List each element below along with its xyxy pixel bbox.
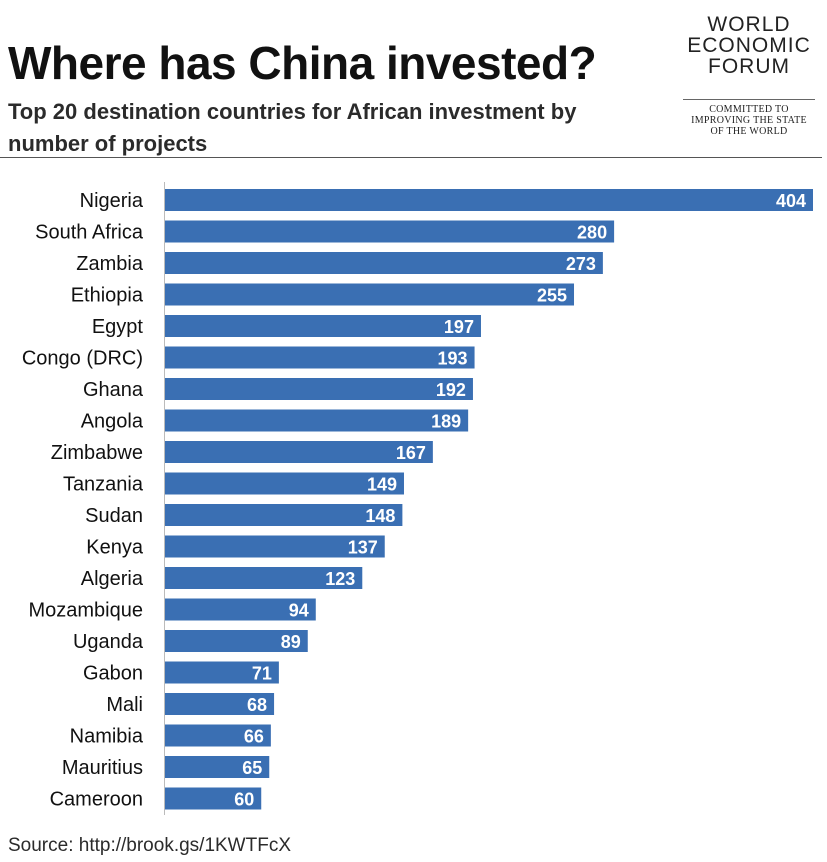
source-note: Source: http://brook.gs/1KWTFcX — [8, 835, 291, 856]
bar-value-label: 137 — [348, 538, 378, 558]
logo-line-2: ECONOMIC — [687, 34, 811, 57]
bar — [165, 252, 603, 274]
page-title: Where has China invested? — [8, 37, 597, 89]
category-label: Zambia — [76, 253, 144, 275]
category-label: Gabon — [83, 663, 143, 685]
bar-value-label: 192 — [436, 380, 466, 400]
bar-value-label: 148 — [365, 506, 395, 526]
category-label: Egypt — [92, 316, 144, 338]
logo-tagline: COMMITTED TO IMPROVING THE STATE OF THE … — [680, 104, 818, 137]
bar — [165, 567, 363, 589]
bar — [165, 787, 262, 810]
bar-value-label: 89 — [281, 632, 301, 652]
bar-value-label: 167 — [396, 443, 426, 463]
category-label: Tanzania — [63, 474, 144, 496]
category-label: Sudan — [85, 505, 143, 527]
bar-value-label: 149 — [367, 475, 397, 495]
logo-line-1: WORLD — [707, 13, 791, 36]
category-label: Zimbabwe — [51, 442, 143, 464]
category-label: Mozambique — [28, 600, 143, 622]
bar-value-label: 60 — [234, 790, 254, 810]
category-label: Congo (DRC) — [22, 348, 143, 370]
category-label: Ghana — [83, 379, 144, 401]
category-label: Mali — [106, 694, 143, 716]
bar-chart: Nigeria 404 South Africa 280 Zambia 273 Ethiop… — [22, 182, 813, 815]
category-label: Namibia — [70, 726, 144, 748]
bar — [165, 756, 270, 778]
bar-value-label: 68 — [247, 695, 267, 715]
bar — [165, 378, 473, 400]
bar-value-label: 123 — [325, 569, 355, 589]
wef-logo: WORLD ECONOMIC FORUM COMMITTED TO IMPROV… — [680, 14, 818, 137]
category-label: Ethiopia — [71, 285, 144, 307]
bar — [165, 535, 385, 558]
bar — [165, 315, 481, 337]
bar — [165, 472, 404, 495]
logo-tagline-2: IMPROVING THE STATE — [691, 115, 807, 126]
bar — [165, 630, 308, 652]
bar-value-label: 197 — [444, 317, 474, 337]
category-label: Nigeria — [80, 190, 144, 212]
bar — [165, 189, 813, 211]
bar-value-label: 273 — [566, 254, 596, 274]
bar — [165, 724, 271, 747]
logo-tagline-3: OF THE WORLD — [710, 126, 788, 137]
category-label: Algeria — [81, 568, 144, 590]
bar — [165, 504, 403, 526]
bar-value-label: 193 — [438, 349, 468, 369]
category-label: Angola — [81, 411, 144, 433]
bar — [165, 441, 433, 463]
logo-line-3: FORUM — [708, 55, 790, 78]
logo-tagline-1: COMMITTED TO — [709, 104, 789, 115]
bar-value-label: 189 — [431, 412, 461, 432]
category-label: South Africa — [35, 222, 144, 244]
bar-value-label: 65 — [242, 758, 262, 778]
category-label: Cameroon — [50, 789, 143, 811]
bar-value-label: 404 — [776, 191, 806, 211]
bar-value-label: 71 — [252, 664, 272, 684]
bar — [165, 409, 469, 432]
bar — [165, 661, 279, 684]
category-label: Mauritius — [62, 757, 143, 779]
header-divider — [0, 157, 822, 158]
logo-divider — [683, 99, 815, 100]
bar — [165, 220, 615, 243]
bar — [165, 346, 475, 369]
bar-value-label: 94 — [289, 601, 309, 621]
bar-value-label: 255 — [537, 286, 567, 306]
page-subtitle: Top 20 destination countries for African… — [8, 99, 577, 156]
bar-value-label: 280 — [577, 223, 607, 243]
bar — [165, 598, 316, 621]
category-label: Uganda — [73, 631, 144, 653]
bar — [165, 693, 275, 715]
bar-value-label: 66 — [244, 727, 264, 747]
logo-wordmark: WORLD ECONOMIC FORUM — [680, 14, 818, 77]
bar — [165, 283, 575, 306]
category-label: Kenya — [86, 537, 144, 559]
